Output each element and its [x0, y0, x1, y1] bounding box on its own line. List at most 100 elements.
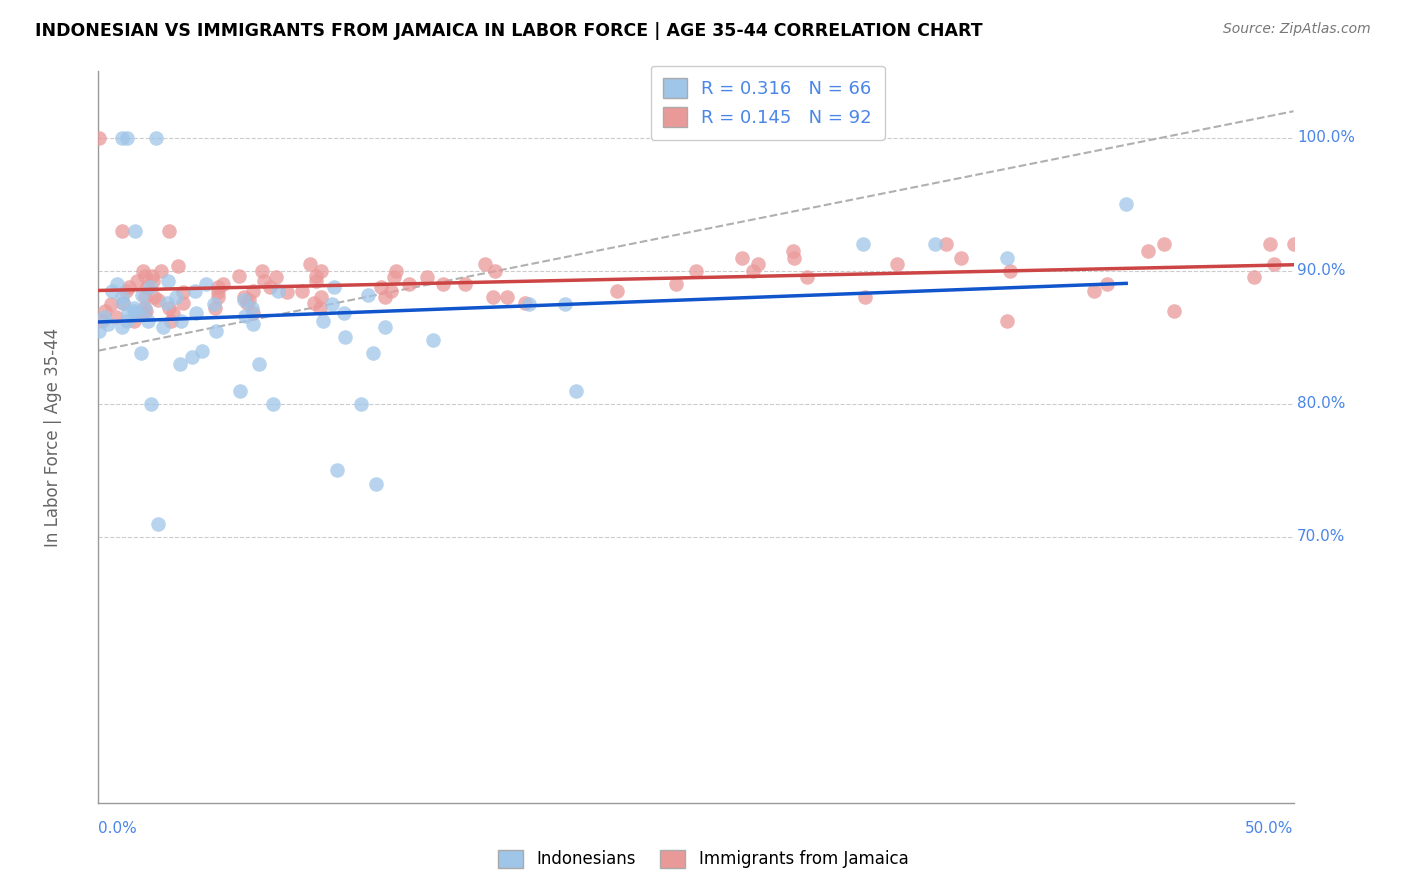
Point [150, 264, 173, 278]
Point [326, 463, 349, 477]
Point [157, 224, 180, 238]
Point [148, 293, 170, 307]
Point [998, 264, 1021, 278]
Point [333, 330, 356, 344]
Point [321, 297, 343, 311]
Point [247, 357, 270, 371]
Point [131, 264, 153, 278]
Legend: Indonesians, Immigrants from Jamaica: Indonesians, Immigrants from Jamaica [489, 841, 917, 877]
Point [1137, 244, 1160, 258]
Point [305, 275, 328, 289]
Point [162, 306, 184, 320]
Point [136, 314, 159, 328]
Point [202, 297, 225, 311]
Point [159, 301, 181, 315]
Point [160, 314, 183, 328]
Point [134, 269, 156, 284]
Point [782, 244, 804, 258]
Text: 70.0%: 70.0% [1298, 529, 1346, 544]
Point [481, 290, 505, 304]
Text: In Labor Force | Age 35-44: In Labor Force | Age 35-44 [44, 327, 62, 547]
Point [105, 310, 128, 325]
Point [264, 270, 287, 285]
Point [796, 270, 818, 285]
Point [322, 280, 344, 294]
Point [1243, 270, 1265, 285]
Point [141, 269, 163, 284]
Point [170, 314, 193, 328]
Point [517, 297, 540, 311]
Point [124, 314, 146, 328]
Point [115, 314, 138, 328]
Text: Source: ZipAtlas.com: Source: ZipAtlas.com [1223, 22, 1371, 37]
Point [87, 131, 110, 145]
Point [1282, 237, 1305, 252]
Point [299, 257, 322, 271]
Point [364, 476, 387, 491]
Point [416, 270, 439, 285]
Point [207, 290, 229, 304]
Point [374, 290, 396, 304]
Point [204, 301, 226, 315]
Point [332, 306, 354, 320]
Text: INDONESIAN VS IMMIGRANTS FROM JAMAICA IN LABOR FORCE | AGE 35-44 CORRELATION CHA: INDONESIAN VS IMMIGRANTS FROM JAMAICA IN… [35, 22, 983, 40]
Point [136, 280, 159, 294]
Point [112, 295, 135, 310]
Point [308, 301, 330, 315]
Point [156, 295, 179, 310]
Point [924, 237, 946, 252]
Point [114, 284, 136, 298]
Point [685, 264, 707, 278]
Point [207, 285, 229, 299]
Point [212, 277, 235, 292]
Point [454, 277, 477, 292]
Point [112, 295, 135, 310]
Point [125, 275, 148, 289]
Point [111, 290, 134, 304]
Point [101, 284, 124, 298]
Point [167, 259, 190, 273]
Point [565, 384, 588, 398]
Point [172, 285, 194, 299]
Point [950, 251, 973, 265]
Point [350, 397, 373, 411]
Point [1258, 237, 1281, 252]
Point [142, 275, 165, 289]
Point [384, 270, 406, 285]
Point [1083, 284, 1105, 298]
Point [229, 384, 252, 398]
Point [134, 301, 156, 315]
Legend: R = 0.316   N = 66, R = 0.145   N = 92: R = 0.316 N = 66, R = 0.145 N = 92 [651, 66, 884, 140]
Point [554, 297, 576, 311]
Point [267, 284, 290, 298]
Point [89, 324, 111, 338]
Point [259, 280, 281, 294]
Point [111, 319, 134, 334]
Point [1095, 277, 1118, 292]
Point [228, 269, 250, 284]
Point [93, 303, 115, 318]
Point [148, 516, 170, 531]
Point [311, 290, 333, 304]
Point [422, 333, 444, 347]
Point [995, 314, 1018, 328]
Point [132, 301, 155, 315]
Point [122, 301, 145, 315]
Point [398, 277, 420, 292]
Point [384, 264, 406, 278]
Point [242, 317, 264, 331]
Point [374, 319, 396, 334]
Text: 90.0%: 90.0% [1298, 263, 1346, 278]
Point [311, 314, 333, 328]
Point [309, 264, 332, 278]
Point [380, 284, 402, 298]
Point [117, 306, 139, 320]
Point [204, 324, 226, 338]
Point [731, 251, 754, 265]
Point [1263, 257, 1285, 271]
Point [291, 284, 314, 298]
Point [240, 301, 263, 315]
Point [363, 346, 385, 360]
Point [253, 275, 276, 289]
Point [134, 290, 156, 304]
